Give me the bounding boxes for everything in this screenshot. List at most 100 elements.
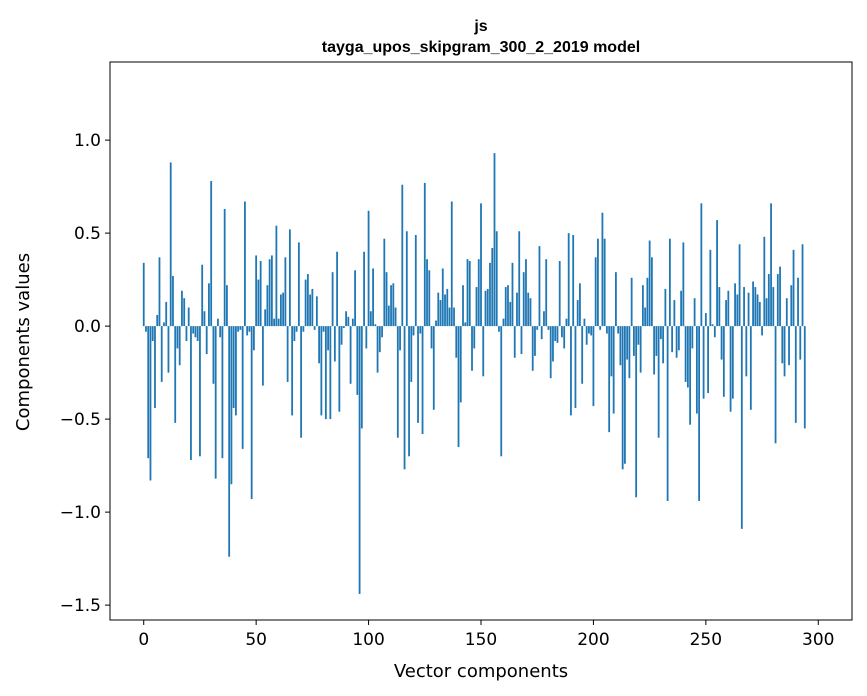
bar	[358, 326, 361, 594]
bar	[637, 326, 640, 345]
y-tick-label: −1.0	[60, 503, 101, 523]
bar	[311, 288, 314, 327]
bar	[360, 326, 363, 429]
bar	[588, 326, 590, 334]
bar	[565, 318, 568, 327]
bar	[241, 326, 244, 449]
bar	[459, 326, 462, 403]
bar	[758, 301, 761, 327]
bar	[626, 326, 629, 360]
bar	[268, 259, 271, 327]
bar	[686, 326, 689, 388]
bar	[414, 234, 417, 327]
bar	[392, 283, 395, 327]
bar	[633, 326, 635, 356]
bar	[279, 294, 282, 327]
bar	[722, 326, 725, 397]
bar	[799, 326, 802, 360]
bar	[675, 326, 678, 358]
bar	[612, 326, 615, 414]
bar	[297, 242, 300, 327]
bar	[203, 311, 206, 327]
bar	[248, 326, 251, 332]
bar	[576, 300, 579, 327]
bar	[610, 326, 613, 377]
bar	[372, 268, 374, 327]
bar	[428, 270, 431, 327]
bar	[450, 201, 453, 327]
bar	[702, 326, 705, 399]
bar	[349, 326, 352, 384]
bar	[738, 244, 741, 327]
bar	[403, 326, 406, 470]
bar	[172, 275, 174, 327]
bar	[792, 249, 795, 327]
bar	[322, 326, 325, 332]
bar	[729, 326, 732, 412]
bar	[471, 326, 473, 371]
bar	[579, 283, 581, 327]
bar	[329, 326, 332, 420]
bar	[774, 326, 777, 444]
bar	[401, 184, 404, 327]
bar	[439, 300, 442, 327]
bar	[444, 294, 446, 327]
bar	[601, 212, 604, 327]
bar	[291, 326, 294, 416]
bar	[525, 259, 527, 327]
bar	[408, 326, 410, 457]
bar	[671, 326, 674, 353]
bar	[354, 270, 356, 327]
bar	[527, 292, 530, 327]
bar	[448, 307, 451, 327]
bar	[495, 231, 498, 327]
bar	[419, 326, 422, 334]
bar	[383, 238, 386, 327]
bar	[763, 236, 766, 327]
bar	[606, 326, 608, 334]
bar	[347, 316, 350, 327]
bar	[181, 290, 183, 327]
bar	[659, 326, 662, 340]
bar	[149, 326, 152, 481]
bar	[430, 326, 433, 349]
bar	[228, 326, 231, 557]
bar	[668, 238, 671, 327]
bar	[628, 326, 631, 379]
bar	[556, 326, 559, 343]
bar	[698, 326, 700, 501]
bar	[731, 326, 734, 399]
y-tick-label: −1.5	[60, 596, 101, 616]
x-tick-label: 0	[138, 630, 149, 650]
plot-frame	[109, 61, 853, 621]
bar	[756, 294, 759, 327]
bar	[210, 181, 213, 327]
bar	[288, 229, 291, 327]
bar	[520, 326, 523, 355]
bar	[190, 326, 192, 461]
bar	[399, 326, 401, 351]
bar	[466, 259, 469, 327]
bar	[648, 240, 651, 327]
bar	[208, 283, 210, 327]
bar	[174, 326, 177, 423]
bar	[239, 326, 242, 330]
bar	[794, 326, 797, 423]
bar	[441, 268, 444, 327]
bar	[446, 288, 449, 327]
bar	[183, 298, 186, 327]
bar	[365, 326, 368, 349]
bar	[205, 326, 208, 355]
bar	[187, 307, 190, 327]
bar	[390, 285, 392, 327]
bar	[145, 326, 147, 332]
bar	[511, 262, 514, 327]
bar	[518, 231, 521, 327]
bar	[581, 326, 584, 384]
bar	[178, 326, 181, 366]
bar	[570, 326, 572, 416]
bar	[617, 326, 620, 334]
bar	[196, 326, 199, 341]
x-tick-label: 150	[465, 630, 497, 650]
